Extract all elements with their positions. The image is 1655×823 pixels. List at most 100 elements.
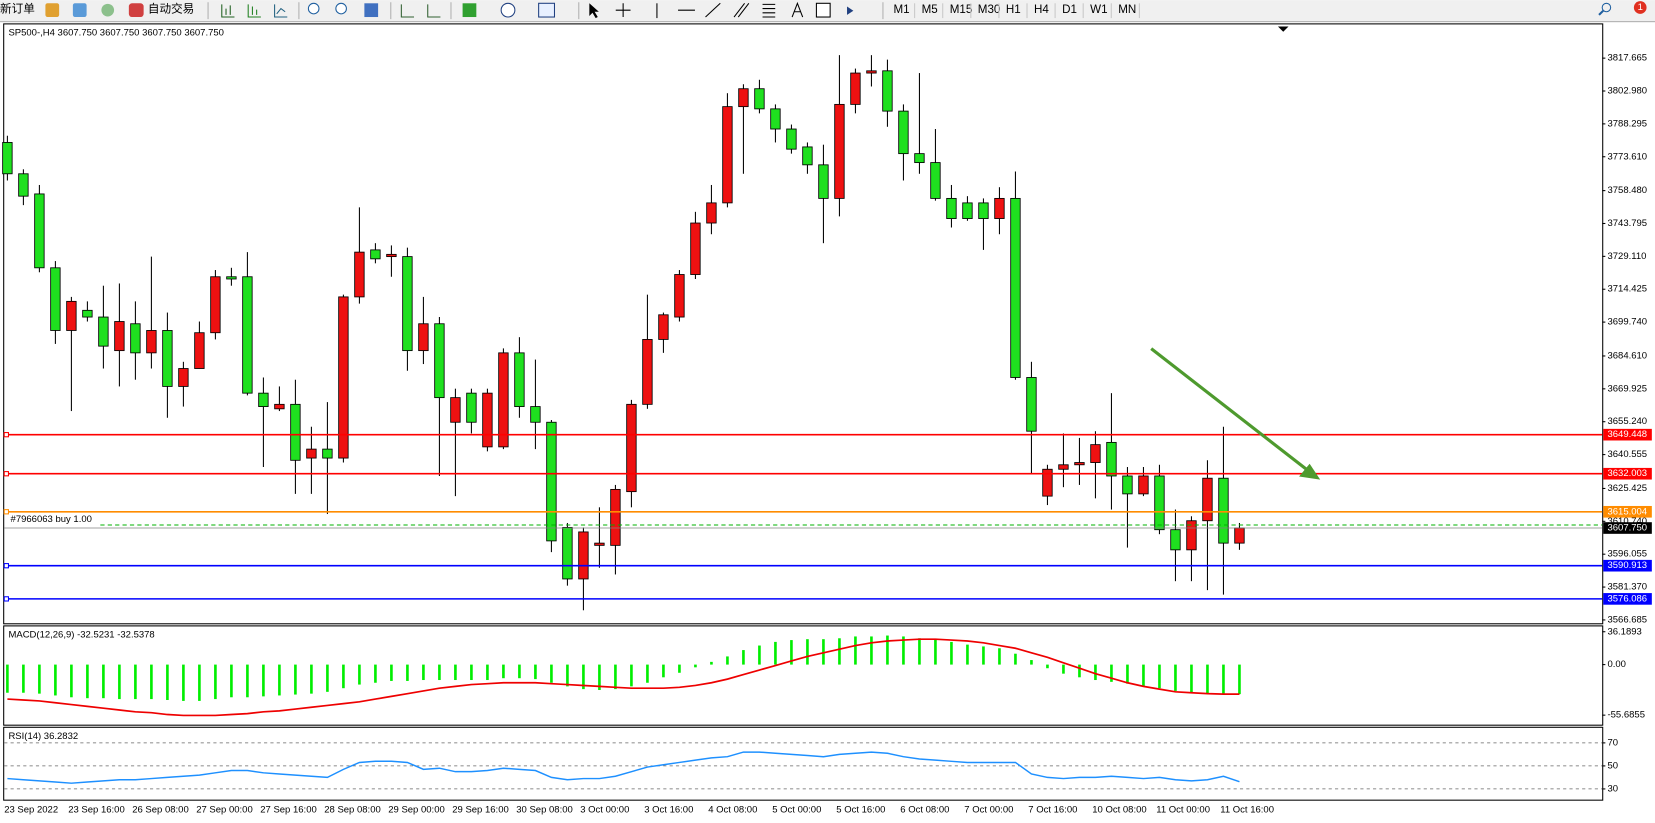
notification-count: 1: [1638, 2, 1643, 13]
x-tick-label: 6 Oct 08:00: [900, 805, 949, 816]
x-tick-label: 30 Sep 08:00: [516, 805, 573, 816]
level-handle[interactable]: [3, 509, 9, 515]
candle-body: [50, 267, 61, 331]
icon[interactable]: [462, 3, 477, 18]
x-tick-label: 5 Oct 00:00: [772, 805, 821, 816]
timeframe-button[interactable]: D1: [1062, 3, 1077, 16]
candle-body: [834, 103, 845, 199]
search-icon[interactable]: [1601, 2, 1612, 13]
y-tick-label: 70: [1607, 737, 1618, 748]
x-tick-label: 28 Sep 08:00: [324, 805, 381, 816]
timeframe-button[interactable]: M5: [922, 3, 938, 16]
candle-body: [98, 316, 109, 347]
timeframe-button[interactable]: W1: [1090, 3, 1107, 16]
candle-body: [226, 276, 237, 280]
icon[interactable]: [45, 3, 60, 18]
auto-trading-button[interactable]: 自动交易: [148, 2, 194, 16]
auto-trading-icon[interactable]: [128, 3, 144, 18]
timeframe-button[interactable]: M30: [978, 3, 1001, 16]
y-tick-label: 36.1893: [1607, 626, 1641, 637]
candle-body: [1074, 462, 1085, 466]
candle-body: [946, 197, 957, 219]
text-icon[interactable]: [791, 1, 804, 18]
icon[interactable]: [221, 4, 235, 18]
candle-body: [1122, 475, 1133, 495]
candle-body: [898, 110, 909, 155]
timeframe-button[interactable]: M1: [894, 3, 910, 16]
level-handle[interactable]: [3, 432, 9, 438]
candle-body: [562, 527, 573, 580]
cursor-icon[interactable]: [589, 3, 599, 19]
y-tick-label: 3699.740: [1607, 317, 1647, 328]
rsi-panel: [3, 726, 1604, 801]
level-handle[interactable]: [3, 596, 9, 602]
icon[interactable]: [72, 3, 87, 18]
order-label[interactable]: #7966063 buy 1.00: [11, 514, 92, 525]
zoom-in-icon[interactable]: [307, 2, 320, 15]
candle-body: [658, 314, 669, 340]
icon[interactable]: [247, 4, 261, 18]
fibo-icon[interactable]: [762, 3, 776, 18]
candle-body: [450, 397, 461, 423]
new-order-button[interactable]: 新订单: [0, 2, 35, 16]
zoom-out-icon[interactable]: [335, 2, 347, 15]
macd-panel: [3, 625, 1604, 726]
x-tick-label: 23 Sep 2022: [4, 805, 58, 816]
candle-body: [354, 251, 365, 298]
candle-body: [802, 146, 813, 166]
icon[interactable]: [400, 4, 415, 18]
timeframe-button[interactable]: MN: [1118, 3, 1136, 16]
level-handle[interactable]: [3, 471, 9, 477]
level-price-label: 3615.004: [1607, 506, 1647, 517]
x-tick-label: 29 Sep 16:00: [452, 805, 509, 816]
candle-body: [706, 202, 717, 224]
candle-body: [642, 339, 653, 405]
panel-title: MACD(12,26,9) -32.5231 -32.5378: [8, 629, 154, 640]
x-tick-label: 27 Sep 00:00: [196, 805, 253, 816]
candle-body: [1202, 477, 1213, 522]
shift-marker[interactable]: [1277, 26, 1289, 32]
timeframe-button[interactable]: H4: [1034, 3, 1049, 16]
candle-body: [370, 249, 381, 260]
clock-icon[interactable]: [500, 2, 516, 18]
timeframe-button[interactable]: H1: [1006, 3, 1021, 16]
y-tick-label: 30: [1607, 783, 1618, 794]
toolbar: 新订单 自动交易 M1 M5 M15 M30 H1 H4 D1 W1 MN: [0, 0, 1655, 23]
y-tick-label: 3596.055: [1607, 549, 1647, 560]
candle-body: [530, 406, 541, 423]
level-price-label: 3590.913: [1607, 560, 1647, 571]
arrow-icon[interactable]: [847, 6, 854, 15]
main-panel: [3, 23, 1604, 625]
candle-body: [482, 392, 493, 448]
candle-body: [114, 321, 125, 352]
icon[interactable]: [364, 3, 379, 18]
y-tick-label: 3640.555: [1607, 449, 1647, 460]
search-icon-handle: [1598, 9, 1604, 16]
channel-icon[interactable]: [733, 2, 750, 18]
y-tick-label: 0.00: [1607, 659, 1626, 670]
y-tick-label: 3581.370: [1607, 582, 1647, 593]
icon[interactable]: [274, 4, 288, 18]
label-icon[interactable]: [815, 2, 831, 18]
arrow-head: [1299, 463, 1321, 480]
icon[interactable]: [427, 4, 441, 18]
level-price-label: 3632.003: [1607, 468, 1647, 479]
level-price-box: [1603, 428, 1652, 441]
candle-body: [418, 323, 429, 352]
timeframe-bar: M1 M5 M15 M30 H1 H4 D1 W1 MN: [894, 3, 1140, 19]
level-price-label: 3576.086: [1607, 593, 1647, 604]
candle-body: [34, 193, 45, 269]
icon[interactable]: [538, 2, 556, 18]
crosshair-icon[interactable]: [615, 3, 631, 18]
x-tick-label: 7 Oct 16:00: [1028, 805, 1077, 816]
level-price-box: [1603, 593, 1652, 605]
level-handle[interactable]: [3, 563, 9, 569]
candle-body: [146, 330, 157, 354]
candle-body: [610, 488, 621, 546]
trendline-icon[interactable]: [705, 2, 721, 18]
chart-window: [0, 22, 1655, 823]
timeframe-button[interactable]: M15: [950, 3, 973, 16]
icon[interactable]: [101, 3, 115, 17]
arrow-shaft: [1150, 347, 1309, 472]
notification-badge[interactable]: [1633, 1, 1647, 14]
